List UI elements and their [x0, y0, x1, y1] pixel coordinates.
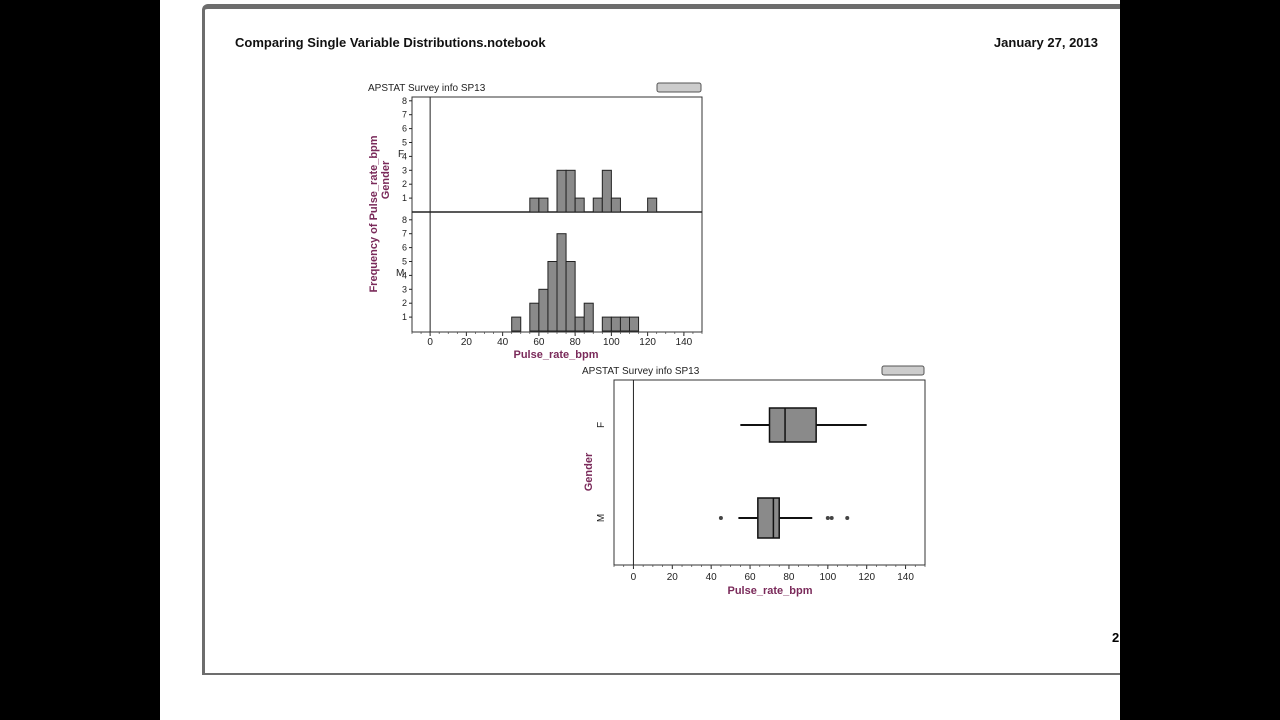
histogram-y-tick-label: 7 [402, 110, 407, 120]
histogram-bar [574, 316, 585, 332]
histogram-bar [610, 197, 621, 213]
histogram-x-tick-label: 20 [461, 337, 473, 348]
histogram-x-tick-label: 0 [427, 337, 433, 348]
histogram-y-axis-label: Frequency of Pulse_rate_bpm [368, 135, 380, 292]
histogram-facet-label: Gender [380, 160, 392, 199]
document-date: January 27, 2013 [993, 35, 1098, 50]
histogram-bar [601, 169, 612, 213]
document-title: Comparing Single Variable Distributions.… [235, 35, 546, 50]
boxplot-x-tick-label: 0 [631, 572, 637, 583]
boxplot-outlier [825, 516, 830, 520]
boxplot-x-tick-label: 120 [858, 572, 875, 583]
histogram-x-tick-label: 140 [676, 337, 693, 348]
histogram-title: APSTAT Survey info SP13 [368, 83, 486, 94]
boxplot-x-tick-label: 100 [819, 572, 836, 583]
histogram-x-tick-label: 120 [639, 337, 656, 348]
page-number: 2 [1112, 630, 1120, 645]
histogram-x-tick-label: 60 [533, 337, 545, 348]
histogram-bar [610, 316, 621, 332]
histogram-y-tick-label: 2 [402, 298, 407, 308]
histogram-bar [619, 316, 630, 332]
histogram-bar [529, 197, 540, 213]
boxplot-outlier [718, 516, 723, 520]
histogram-bar [538, 288, 549, 332]
histogram-y-tick-label: 6 [402, 243, 407, 253]
boxplot-outlier [829, 516, 834, 520]
boxplot-x-tick-label: 60 [745, 572, 757, 583]
boxplot-x-tick-label: 20 [667, 572, 679, 583]
histogram-bar [529, 302, 540, 332]
histogram-y-tick-label: 1 [402, 193, 407, 203]
boxplot-outlier [845, 516, 850, 520]
histogram-x-axis-label: Pulse_rate_bpm [514, 349, 599, 361]
histogram-y-tick-label: 5 [402, 257, 407, 267]
boxplot-x-tick-label: 80 [783, 572, 795, 583]
histogram-y-tick-label: 1 [402, 312, 407, 322]
histogram-y-tick-label: 8 [402, 215, 407, 225]
histogram-bar [629, 316, 640, 332]
histogram-x-tick-label: 100 [603, 337, 620, 348]
histogram-x-tick-label: 40 [497, 337, 509, 348]
histogram-y-tick-label: 7 [402, 229, 407, 239]
histogram-bar [583, 302, 594, 332]
boxplot-y-axis-label: Gender [583, 452, 595, 491]
boxplot-box [757, 497, 780, 539]
boxplot-menu-button[interactable] [881, 365, 925, 376]
histogram-bar [574, 197, 585, 213]
boxplot-chart: APSTAT Survey info SP13 Gender Pulse_rat… [582, 365, 926, 597]
boxplot-x-axis-label: Pulse_rate_bpm [728, 585, 813, 597]
boxplot-category-label: F [596, 422, 607, 428]
histogram-y-tick-label: 3 [402, 165, 407, 175]
histogram-bar [647, 197, 658, 213]
histogram-panel-label-f: F [398, 149, 404, 160]
histogram-bar [538, 197, 549, 213]
histogram-bar [565, 169, 576, 213]
page-frame [202, 4, 1120, 675]
histogram-bar [565, 261, 576, 332]
histogram-y-tick-label: 2 [402, 179, 407, 189]
histogram-bar [556, 233, 567, 332]
histogram-y-tick-label: 6 [402, 124, 407, 134]
histogram-y-tick-label: 4 [402, 270, 407, 280]
histogram-y-tick-label: 5 [402, 138, 407, 148]
histogram-bar [547, 261, 558, 332]
notebook-page: Comparing Single Variable Distributions.… [160, 0, 1120, 720]
boxplot-x-tick-label: 40 [706, 572, 718, 583]
histogram-bar [592, 197, 603, 213]
histogram-bar [556, 169, 567, 213]
histogram-panel-label-m: M [396, 268, 404, 279]
histogram-bar [511, 316, 522, 332]
histogram-menu-button[interactable] [656, 82, 702, 93]
boxplot-box [768, 407, 817, 443]
boxplot-title: APSTAT Survey info SP13 [582, 366, 700, 377]
histogram-bar [601, 316, 612, 332]
histogram-y-tick-label: 3 [402, 284, 407, 294]
boxplot-x-tick-label: 140 [897, 572, 914, 583]
histogram-x-tick-label: 80 [570, 337, 582, 348]
histogram-y-tick-label: 4 [402, 151, 407, 161]
charts-canvas: APSTAT Survey info SP13 Frequency of Pul… [368, 82, 926, 597]
boxplot-category-label: M [596, 514, 607, 522]
histogram-chart: APSTAT Survey info SP13 Frequency of Pul… [368, 82, 703, 361]
histogram-y-tick-label: 8 [402, 96, 407, 106]
